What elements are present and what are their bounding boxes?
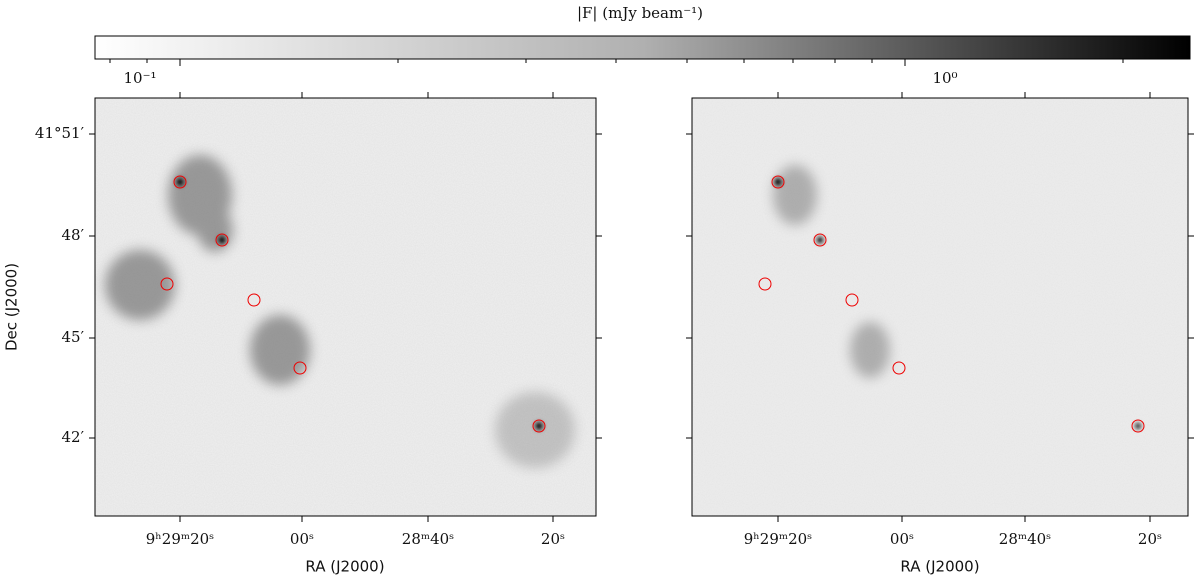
y-tick-label: 48′ bbox=[62, 226, 85, 244]
x-axis-label: RA (J2000) bbox=[305, 558, 384, 576]
y-axis-label: Dec (J2000) bbox=[3, 263, 21, 351]
x-tick-label: 9ʰ29ᵐ20ˢ bbox=[146, 530, 214, 548]
x-tick-label: 00ˢ bbox=[890, 530, 914, 548]
colorbar-ticks bbox=[109, 59, 1124, 66]
left-image bbox=[94, 97, 597, 517]
colorbar-tick-label: 10⁻¹ bbox=[123, 69, 156, 87]
colorbar bbox=[94, 35, 1191, 60]
x-tick-label: 28ᵐ40ˢ bbox=[402, 530, 454, 548]
axis-ticks bbox=[89, 92, 1194, 522]
y-tick-label: 42′ bbox=[62, 428, 85, 446]
x-tick-label: 20ˢ bbox=[541, 530, 565, 548]
x-tick-label: 9ʰ29ᵐ20ˢ bbox=[744, 530, 812, 548]
x-axis-label: RA (J2000) bbox=[900, 558, 979, 576]
y-tick-label: 45′ bbox=[62, 328, 85, 346]
x-tick-label: 20ˢ bbox=[1138, 530, 1162, 548]
x-tick-label: 00ˢ bbox=[290, 530, 314, 548]
y-tick-label: 41°51′ bbox=[35, 124, 85, 142]
right-image bbox=[691, 97, 1189, 517]
colorbar-tick-label: 10⁰ bbox=[932, 69, 957, 87]
x-tick-label: 28ᵐ40ˢ bbox=[999, 530, 1051, 548]
colorbar-label: |F| (mJy beam⁻¹) bbox=[577, 4, 703, 22]
